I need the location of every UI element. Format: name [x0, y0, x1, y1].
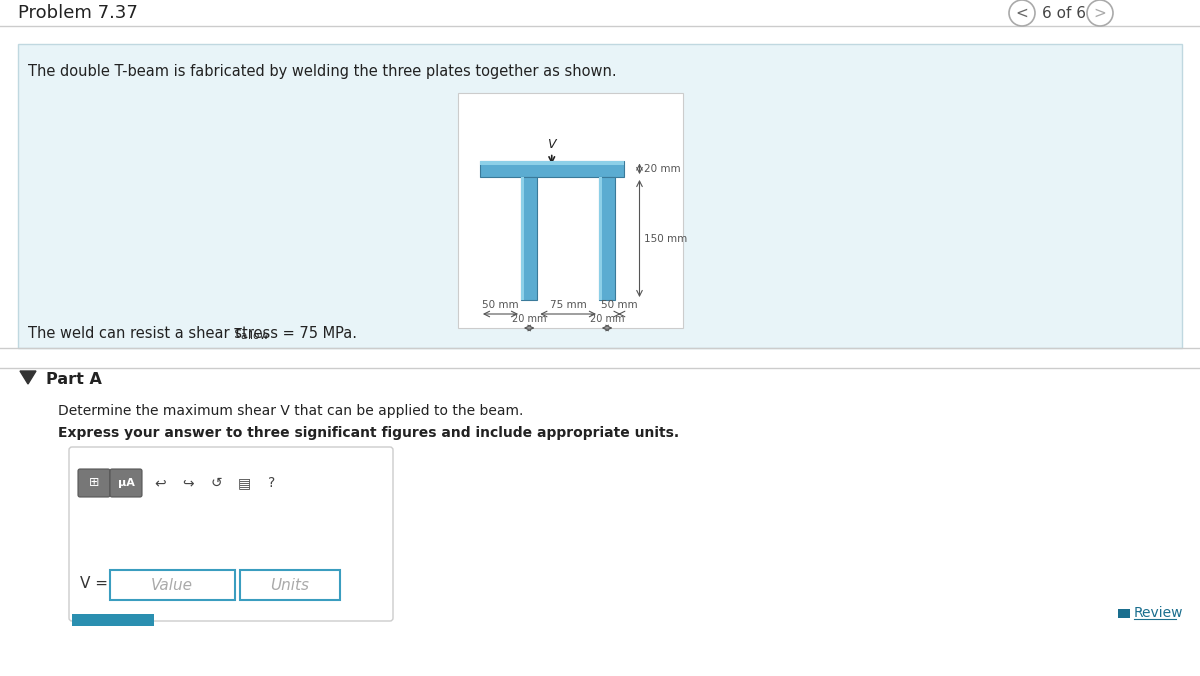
Bar [599, 177, 616, 300]
Text: The double T-beam is fabricated by welding the three plates together as shown.: The double T-beam is fabricated by weldi… [28, 64, 617, 79]
Text: 20 mm: 20 mm [643, 164, 680, 174]
Text: 75 mm: 75 mm [550, 300, 587, 310]
Text: >: > [1093, 5, 1106, 20]
Text: 50 mm: 50 mm [601, 300, 637, 310]
Bar [110, 570, 235, 600]
Text: ?: ? [269, 476, 276, 490]
Text: μA: μA [118, 478, 134, 488]
Text: ↪: ↪ [182, 476, 194, 490]
Text: Value: Value [151, 577, 193, 592]
FancyBboxPatch shape [78, 469, 110, 497]
Text: The weld can resist a shear stress: The weld can resist a shear stress [28, 327, 283, 341]
FancyBboxPatch shape [458, 93, 683, 328]
FancyBboxPatch shape [70, 447, 394, 621]
Text: V =: V = [80, 577, 108, 592]
Text: <: < [1015, 5, 1028, 20]
Text: = 75 MPa.: = 75 MPa. [278, 327, 358, 341]
Bar [521, 177, 524, 300]
Text: ▤: ▤ [238, 476, 251, 490]
Text: ↺: ↺ [210, 476, 222, 490]
Text: 6 of 6: 6 of 6 [1042, 5, 1086, 20]
FancyBboxPatch shape [18, 44, 1182, 348]
Text: Part A: Part A [46, 372, 102, 387]
Text: ⊞: ⊞ [89, 477, 100, 489]
Text: $\tau_{\mathrm{allow}}$: $\tau_{\mathrm{allow}}$ [232, 326, 269, 342]
Text: Express your answer to three significant figures and include appropriate units.: Express your answer to three significant… [58, 426, 679, 440]
Bar [72, 614, 154, 626]
Text: 150 mm: 150 mm [643, 233, 686, 243]
Circle shape [1009, 0, 1034, 26]
Text: Units: Units [270, 577, 310, 592]
Bar [480, 161, 624, 177]
Circle shape [1087, 0, 1114, 26]
Bar [521, 177, 538, 300]
Text: 20 mm: 20 mm [590, 314, 624, 324]
Text: 20 mm: 20 mm [512, 314, 546, 324]
Text: 50 mm: 50 mm [482, 300, 518, 310]
FancyBboxPatch shape [110, 469, 142, 497]
Text: Determine the maximum shear V that can be applied to the beam.: Determine the maximum shear V that can b… [58, 404, 523, 418]
Bar [599, 177, 602, 300]
Bar [480, 161, 624, 164]
Text: ↩: ↩ [154, 476, 166, 490]
Polygon shape [20, 371, 36, 384]
Bar [240, 570, 340, 600]
Text: V: V [547, 138, 556, 151]
Text: Review: Review [1134, 606, 1183, 620]
Bar [1118, 609, 1130, 618]
Text: Problem 7.37: Problem 7.37 [18, 4, 138, 22]
